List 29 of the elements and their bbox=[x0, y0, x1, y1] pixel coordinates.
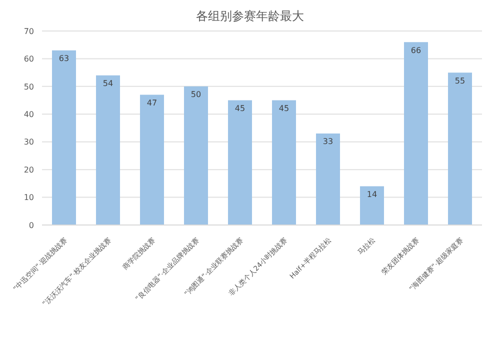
y-tick-label: 10 bbox=[24, 193, 34, 202]
data-label: 14 bbox=[366, 190, 378, 199]
y-tick-label: 20 bbox=[24, 165, 34, 174]
bar bbox=[184, 86, 208, 225]
y-tick-label: 0 bbox=[28, 220, 34, 230]
chart-title: 各组别参赛年龄最大 bbox=[195, 8, 305, 25]
bar bbox=[96, 75, 120, 225]
y-tick-label: 30 bbox=[24, 138, 34, 147]
data-label: 66 bbox=[410, 46, 422, 55]
data-label: 33 bbox=[322, 137, 334, 146]
bar bbox=[140, 94, 164, 225]
data-label: 63 bbox=[58, 54, 70, 64]
data-label: 45 bbox=[234, 104, 246, 113]
bar bbox=[448, 72, 472, 225]
bar bbox=[228, 100, 252, 225]
bar bbox=[52, 50, 76, 225]
bar bbox=[360, 186, 384, 225]
y-tick-label: 70 bbox=[24, 26, 34, 36]
data-label: 45 bbox=[278, 104, 290, 113]
bar bbox=[272, 100, 296, 225]
bar bbox=[404, 42, 428, 225]
data-label: 50 bbox=[190, 90, 202, 100]
y-tick-label: 60 bbox=[24, 54, 34, 64]
y-tick-label: 40 bbox=[24, 110, 34, 119]
y-tick-label: 50 bbox=[24, 82, 34, 92]
data-label: 47 bbox=[146, 98, 158, 108]
data-label: 55 bbox=[454, 76, 466, 86]
data-label: 54 bbox=[102, 79, 114, 88]
bar bbox=[316, 134, 340, 225]
